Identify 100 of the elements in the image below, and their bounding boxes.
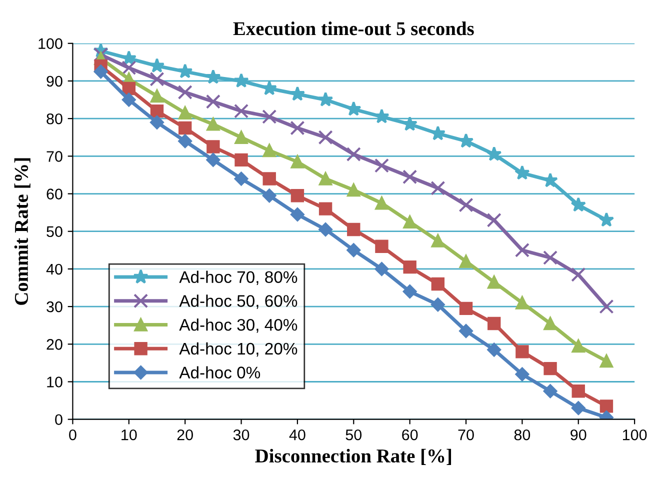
legend-label: Ad-hoc 50, 60% xyxy=(179,294,298,309)
y-tick-label: 0 xyxy=(55,414,62,426)
point xyxy=(347,183,360,197)
point xyxy=(234,104,249,118)
point xyxy=(150,89,164,103)
point xyxy=(318,172,332,186)
point xyxy=(318,92,334,106)
y-tick-label: 90 xyxy=(46,76,62,87)
point xyxy=(375,240,388,253)
x-tick-label: 80 xyxy=(514,429,530,440)
point xyxy=(544,316,557,330)
point xyxy=(544,362,557,376)
point xyxy=(543,384,558,398)
legend-label: Ad-hoc 10, 20% xyxy=(179,342,298,357)
point xyxy=(206,69,221,84)
point xyxy=(290,208,304,222)
point xyxy=(318,130,333,145)
y-axis-title: Commit Rate [%] xyxy=(14,158,30,305)
point xyxy=(290,86,306,101)
point xyxy=(431,277,445,291)
point xyxy=(458,198,474,212)
point xyxy=(459,254,473,268)
point xyxy=(571,401,586,415)
y-tick-label: 50 xyxy=(46,226,62,238)
point xyxy=(459,302,473,316)
point xyxy=(150,72,164,86)
point xyxy=(206,94,220,109)
point xyxy=(290,189,304,202)
x-tick-label: 100 xyxy=(622,429,647,440)
point xyxy=(206,118,220,131)
point xyxy=(318,202,332,216)
point xyxy=(571,267,586,282)
x-tick-label: 60 xyxy=(402,429,418,440)
point xyxy=(570,197,586,212)
point xyxy=(150,115,164,130)
point xyxy=(94,47,108,62)
point xyxy=(234,72,249,88)
x-tick-label: 10 xyxy=(122,429,137,440)
point xyxy=(262,172,276,186)
point xyxy=(206,152,220,167)
x-axis-title: Disconnection Rate [%] xyxy=(255,448,452,465)
point xyxy=(487,276,501,289)
point xyxy=(149,58,165,73)
point xyxy=(542,172,558,188)
point xyxy=(402,170,418,184)
x-tick-label: 90 xyxy=(570,429,586,440)
point xyxy=(262,109,277,124)
point xyxy=(206,140,220,154)
point xyxy=(430,298,445,312)
point xyxy=(290,155,304,168)
x-tick-label: 40 xyxy=(289,429,306,440)
point xyxy=(403,215,416,229)
point xyxy=(374,158,390,173)
point xyxy=(598,212,614,227)
x-tick-label: 20 xyxy=(177,429,193,440)
point xyxy=(486,212,502,228)
point xyxy=(347,222,360,236)
point xyxy=(178,121,192,135)
legend-label: Ad-hoc 70, 80% xyxy=(179,270,298,285)
point xyxy=(572,384,585,398)
point xyxy=(234,172,248,186)
point xyxy=(346,146,361,162)
point xyxy=(178,134,192,148)
point xyxy=(430,180,446,196)
point xyxy=(122,82,136,96)
point xyxy=(487,342,502,357)
point xyxy=(262,80,278,96)
point xyxy=(290,120,305,136)
point xyxy=(122,60,136,76)
point xyxy=(374,262,389,276)
point xyxy=(94,64,108,79)
y-tick-label: 100 xyxy=(38,38,62,50)
y-tick-label: 40 xyxy=(46,264,62,275)
y-tick-label: 30 xyxy=(46,301,62,312)
point xyxy=(515,367,530,382)
point xyxy=(178,106,192,120)
point xyxy=(600,400,614,413)
point xyxy=(150,104,164,118)
point xyxy=(262,144,276,158)
point xyxy=(262,188,276,203)
y-tick-label: 60 xyxy=(46,188,62,200)
point xyxy=(572,339,585,353)
y-tick-label: 20 xyxy=(46,339,62,350)
point xyxy=(346,243,361,258)
y-tick-label: 70 xyxy=(46,151,62,162)
point xyxy=(431,234,445,248)
point xyxy=(122,92,136,107)
point xyxy=(514,165,530,180)
point xyxy=(600,354,614,368)
point xyxy=(516,296,529,310)
point xyxy=(486,146,502,161)
y-tick-label: 10 xyxy=(47,376,62,388)
point xyxy=(121,50,137,66)
point xyxy=(487,316,501,330)
legend-label: Ad-hoc 30, 40% xyxy=(179,318,298,333)
point xyxy=(514,242,530,258)
point xyxy=(430,126,446,140)
x-tick-label: 0 xyxy=(69,429,76,440)
point xyxy=(542,250,558,265)
x-tick-label: 50 xyxy=(346,429,362,440)
